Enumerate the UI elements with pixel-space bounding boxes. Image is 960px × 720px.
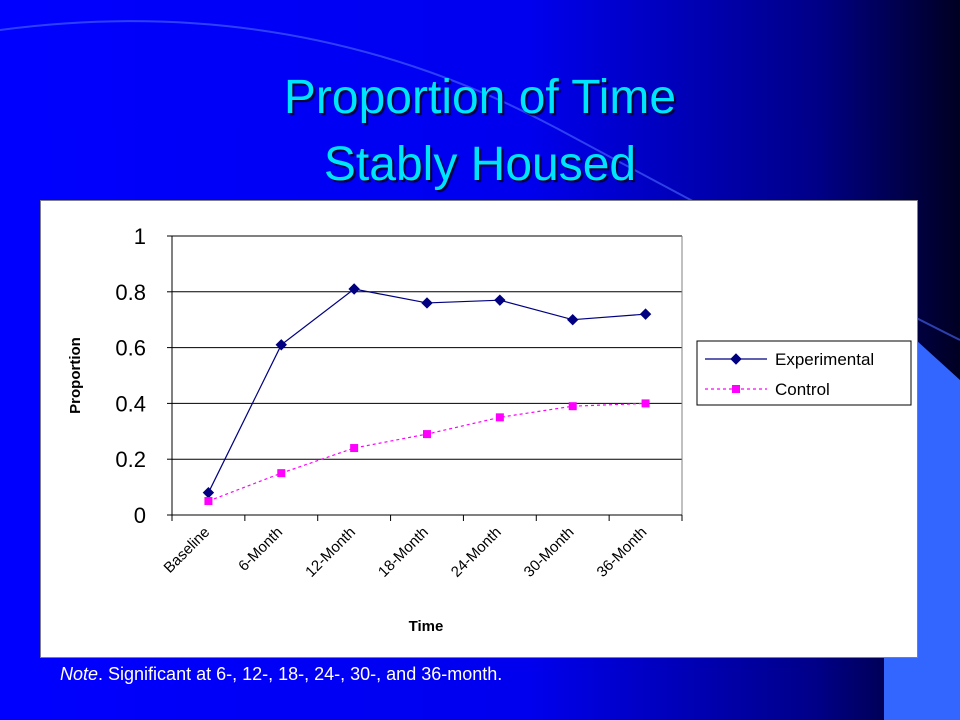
y-tick-label: 0.8	[115, 280, 146, 305]
control-data-point	[568, 402, 577, 411]
x-tick-label: 6-Month	[235, 524, 286, 575]
experimental-data-point	[202, 486, 215, 499]
experimental-data-point	[494, 294, 506, 306]
experimental-data-point	[348, 283, 360, 295]
control-data-point	[277, 469, 286, 478]
chart-panel: 0 0.2 0.4 0.6 0.8 1 Baseline 6-Month 12-Month 18…	[40, 200, 918, 658]
slide-title-line-1: Proportion of Time	[283, 71, 677, 124]
note-label: Note	[60, 664, 99, 684]
control-legend-label: Control	[775, 380, 830, 399]
footnote: Note. Significant at 6-, 12-, 18-, 24-, …	[60, 664, 502, 685]
control-data-point	[423, 430, 431, 439]
experimental-legend-label: Experimental	[775, 350, 874, 369]
x-tick-label: 30-Month	[521, 524, 578, 581]
x-axis-title: Time	[409, 618, 444, 635]
y-axis-title: Proportion	[67, 337, 84, 414]
legend: Experimental Control	[696, 340, 912, 406]
x-tick-label: Baseline	[161, 524, 214, 577]
control-legend-marker	[732, 385, 740, 393]
control-data-point	[350, 444, 359, 453]
x-tick-labels: Baseline 6-Month 12-Month 18-Month 24-Month 3…	[161, 524, 651, 581]
experimental-data-point	[639, 308, 652, 320]
control-data-point	[641, 399, 650, 408]
y-tick-label: 0	[134, 503, 146, 528]
control-data-point	[204, 497, 213, 506]
x-tick-label: 36-Month	[594, 524, 651, 581]
y-tick-label: 0.2	[115, 447, 146, 472]
x-tick-label: 12-Month	[302, 524, 359, 581]
y-tick-label: 0.4	[115, 391, 146, 416]
y-tick-label: 1	[134, 224, 146, 249]
legend-box	[696, 340, 912, 406]
line-chart: 0 0.2 0.4 0.6 0.8 1 Baseline 6-Month 12-Month 18…	[67, 224, 912, 635]
y-tick-labels: 0 0.2 0.4 0.6 0.8 1	[115, 224, 146, 528]
decorative-wedge-shape	[884, 340, 960, 720]
experimental-legend-marker	[730, 353, 742, 365]
gridlines	[172, 235, 682, 516]
y-tick-label: 0.6	[115, 336, 146, 361]
note-text: . Significant at 6-, 12-, 18-, 24-, 30-,…	[98, 664, 503, 684]
control-series-line	[208, 402, 646, 502]
experimental-data-point	[421, 297, 433, 309]
slide-title-line-2: Stably Housed	[323, 138, 637, 191]
series-lines	[202, 283, 652, 506]
experimental-series-line	[207, 288, 646, 493]
x-tick-label: 18-Month	[375, 524, 432, 581]
experimental-data-point	[567, 313, 579, 326]
x-tick-label: 24-Month	[448, 524, 505, 581]
axes	[167, 235, 683, 521]
experimental-data-point	[275, 339, 287, 351]
control-data-point	[495, 413, 504, 422]
